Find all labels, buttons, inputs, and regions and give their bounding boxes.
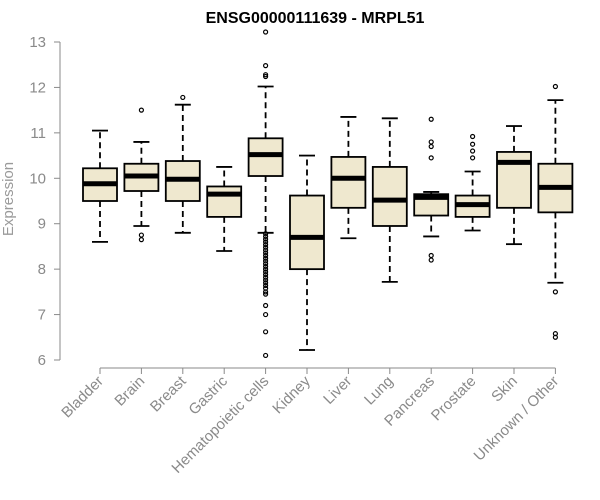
- outlier-point: [552, 83, 559, 90]
- outlier-point: [263, 236, 269, 242]
- outlier-point: [552, 334, 559, 340]
- x-tick-label: Bladder: [58, 373, 107, 422]
- y-tick-label: 10: [29, 170, 46, 187]
- x-tick-label: Prostate: [428, 373, 480, 425]
- outlier-point: [263, 252, 269, 259]
- outlier-point: [263, 271, 269, 278]
- outlier-point: [428, 143, 434, 150]
- outlier-point: [470, 133, 476, 140]
- y-axis-label: Expression: [0, 162, 17, 236]
- outlier-point: [263, 242, 269, 248]
- box-group: [206, 166, 243, 252]
- outlier-point: [263, 63, 269, 69]
- box-group: [496, 125, 532, 246]
- box-group: [454, 133, 491, 232]
- outlier-point: [263, 239, 269, 245]
- outlier-point: [263, 263, 269, 270]
- box-iqr: [206, 185, 243, 218]
- x-tick-label: Skin: [488, 373, 521, 406]
- outlier-point: [263, 247, 269, 253]
- outlier-point: [263, 266, 269, 272]
- y-tick-label: 13: [29, 34, 46, 51]
- outlier-point: [180, 94, 186, 101]
- outlier-point: [263, 311, 269, 318]
- outlier-point: [470, 148, 476, 154]
- y-tick-label: 7: [38, 307, 46, 324]
- outlier-point: [263, 244, 269, 250]
- outlier-point: [428, 116, 434, 122]
- outlier-point: [263, 72, 269, 78]
- outlier-point: [428, 155, 434, 161]
- box-group: [537, 83, 574, 340]
- outlier-point: [263, 289, 269, 295]
- outlier-point: [263, 250, 269, 256]
- plot-area: [82, 29, 574, 359]
- y-tick-label: 11: [30, 125, 46, 142]
- outlier-point: [263, 29, 269, 35]
- outlier-point: [263, 282, 269, 289]
- box-group: [82, 129, 118, 243]
- box-group: [330, 116, 367, 240]
- box-iqr: [289, 194, 325, 271]
- outlier-point: [138, 107, 144, 113]
- box-group: [289, 154, 325, 351]
- y-tick-label: 6: [38, 352, 46, 369]
- y-axis: 6 7 8 9 10 11 12 13: [29, 34, 61, 369]
- x-tick-label: Brain: [111, 373, 148, 410]
- outlier-point: [138, 232, 144, 238]
- outlier-point: [552, 289, 559, 295]
- y-tick-label: 9: [38, 216, 46, 233]
- outlier-point: [263, 255, 269, 261]
- outlier-point: [428, 257, 434, 263]
- outlier-point: [263, 352, 269, 359]
- outlier-point: [263, 231, 269, 237]
- outlier-point: [428, 139, 434, 145]
- box-group: [247, 29, 284, 359]
- x-tick-label: Kidney: [269, 372, 314, 417]
- outlier-point: [263, 258, 269, 264]
- box-iqr: [330, 156, 367, 209]
- outlier-point: [138, 237, 144, 243]
- box-group: [123, 107, 160, 243]
- outlier-point: [263, 280, 269, 286]
- outlier-point: [263, 269, 269, 275]
- outlier-point: [263, 302, 269, 309]
- outlier-point: [263, 274, 269, 280]
- y-tick-label: 8: [38, 261, 46, 278]
- y-tick-label: 12: [29, 79, 46, 96]
- x-tick-label: Liver: [320, 373, 355, 408]
- outlier-point: [470, 141, 476, 147]
- x-tick-label: Breast: [147, 372, 190, 415]
- outlier-point: [263, 329, 269, 335]
- chart-title: ENSG00000111639 - MRPL51: [206, 10, 425, 27]
- outlier-point: [470, 155, 476, 161]
- box-group: [371, 117, 408, 283]
- outlier-point: [263, 73, 269, 80]
- box-group: [413, 116, 450, 263]
- outlier-point: [428, 252, 434, 259]
- x-tick-label: Lung: [361, 373, 397, 409]
- outlier-point: [263, 261, 269, 267]
- outlier-point: [263, 233, 269, 240]
- box-group: [164, 94, 201, 234]
- outlier-point: [263, 277, 269, 283]
- outlier-point: [263, 291, 269, 297]
- box-iqr: [371, 166, 408, 227]
